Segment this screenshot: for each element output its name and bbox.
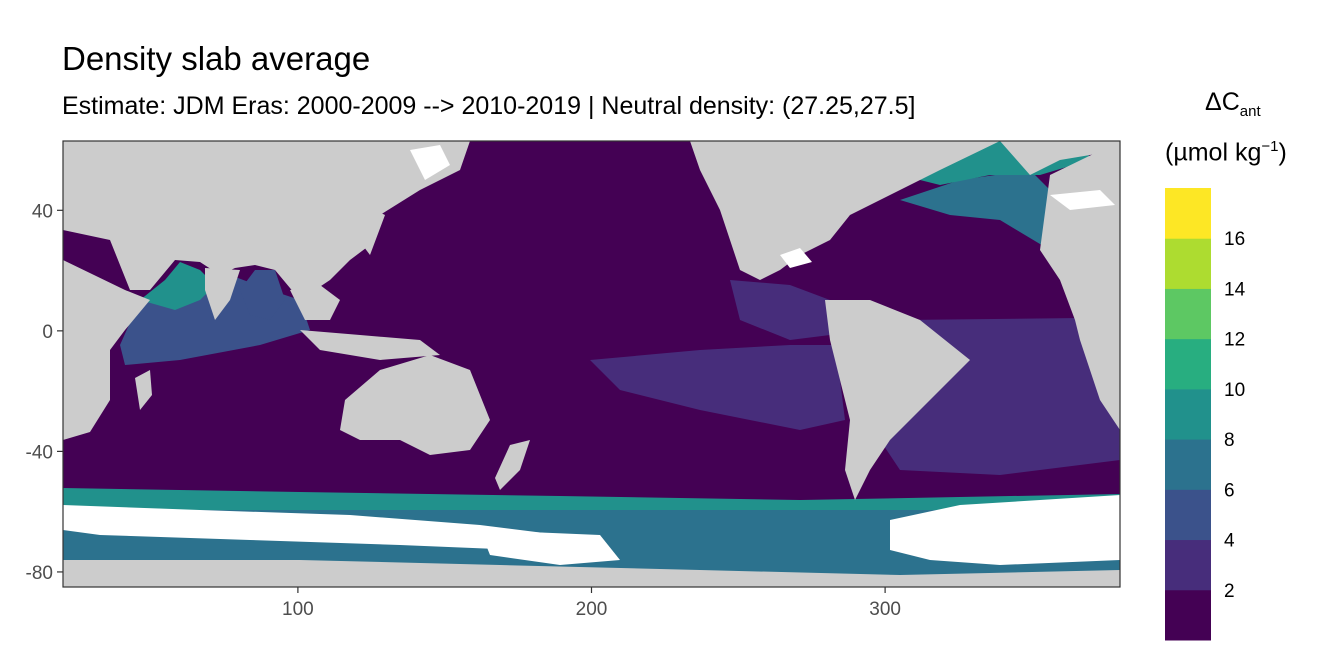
color-bar-segment bbox=[1165, 489, 1211, 541]
color-bar-segment bbox=[1165, 188, 1211, 239]
color-bar-segment bbox=[1165, 589, 1211, 641]
legend-break-label: 10 bbox=[1224, 380, 1245, 401]
no-data-weddell-sea bbox=[890, 495, 1120, 565]
y-axis: 40 0 -40 -80 bbox=[26, 201, 63, 584]
no-data-patches bbox=[63, 145, 1120, 565]
no-data-ross-sea bbox=[480, 530, 620, 565]
land-masses bbox=[63, 141, 1120, 587]
color-bar-segment bbox=[1165, 238, 1211, 289]
color-bar-segment bbox=[1165, 388, 1211, 440]
x-tick-label: 100 bbox=[282, 599, 314, 620]
subpolar-north-atlantic-region bbox=[900, 170, 1060, 250]
land-indonesia bbox=[300, 330, 440, 360]
land-madagascar bbox=[135, 370, 152, 410]
eastern-tropical-pacific-region bbox=[730, 280, 830, 340]
legend-symbol: ΔC bbox=[1205, 88, 1240, 116]
x-tick-label: 300 bbox=[869, 599, 901, 620]
no-data-caribbean bbox=[780, 248, 812, 268]
x-axis: 100 200 300 bbox=[282, 587, 901, 620]
land-europe-africa-east bbox=[1040, 141, 1120, 430]
land-southeast-asia bbox=[290, 285, 340, 320]
land-north-america bbox=[690, 141, 1000, 280]
plot-subtitle: Estimate: JDM Eras: 2000-2009 --> 2010-2… bbox=[62, 92, 916, 120]
land-india bbox=[205, 268, 240, 320]
legend-break-label: 2 bbox=[1224, 581, 1235, 602]
land-south-america bbox=[825, 300, 970, 500]
no-data-southern-ocean bbox=[63, 505, 560, 550]
legend-unit: (µmol kg bbox=[1165, 138, 1262, 167]
plot-title: Density slab average bbox=[62, 40, 371, 77]
color-bar bbox=[1165, 188, 1211, 641]
y-tick-label: 0 bbox=[42, 322, 53, 343]
y-tick-label: -40 bbox=[26, 442, 53, 463]
color-bar-segment bbox=[1165, 539, 1211, 591]
legend-title-unit: (µmol kg−1) bbox=[1165, 138, 1287, 167]
land-new-zealand bbox=[495, 440, 530, 490]
y-tick-label: -80 bbox=[26, 563, 53, 584]
legend-break-label: 16 bbox=[1224, 229, 1245, 250]
land-eurasia bbox=[63, 141, 470, 300]
no-data-mediterranean bbox=[1050, 190, 1115, 210]
legend-break-label: 14 bbox=[1224, 279, 1246, 300]
legend-break-label: 8 bbox=[1224, 430, 1235, 451]
arabian-sea-region bbox=[140, 262, 215, 310]
land-africa bbox=[63, 141, 150, 440]
legend-unit-close: ) bbox=[1278, 138, 1287, 167]
bay-of-bengal-region bbox=[240, 270, 285, 320]
south-pacific-region bbox=[590, 345, 845, 430]
legend-break-label: 6 bbox=[1224, 480, 1235, 501]
color-bar-segment bbox=[1165, 338, 1211, 390]
color-bar-segment bbox=[1165, 439, 1211, 490]
legend-break-label: 4 bbox=[1224, 531, 1235, 552]
legend-symbol-subscript: ant bbox=[1239, 103, 1261, 120]
land-japan bbox=[355, 210, 385, 255]
land-greenland bbox=[1000, 141, 1120, 175]
no-data-okhotsk bbox=[410, 145, 450, 180]
land-antarctica bbox=[63, 560, 1120, 587]
legend-break-label: 12 bbox=[1224, 330, 1245, 351]
color-bar-segment bbox=[1165, 288, 1211, 340]
color-bar-labels: 2 4 6 8 10 12 14 16 bbox=[1224, 229, 1246, 602]
legend-title-symbol: ΔCant bbox=[1205, 88, 1261, 120]
legend-unit-superscript: −1 bbox=[1261, 138, 1279, 155]
x-tick-label: 200 bbox=[576, 599, 608, 620]
land-australia bbox=[340, 355, 490, 455]
y-tick-label: 40 bbox=[32, 201, 53, 222]
